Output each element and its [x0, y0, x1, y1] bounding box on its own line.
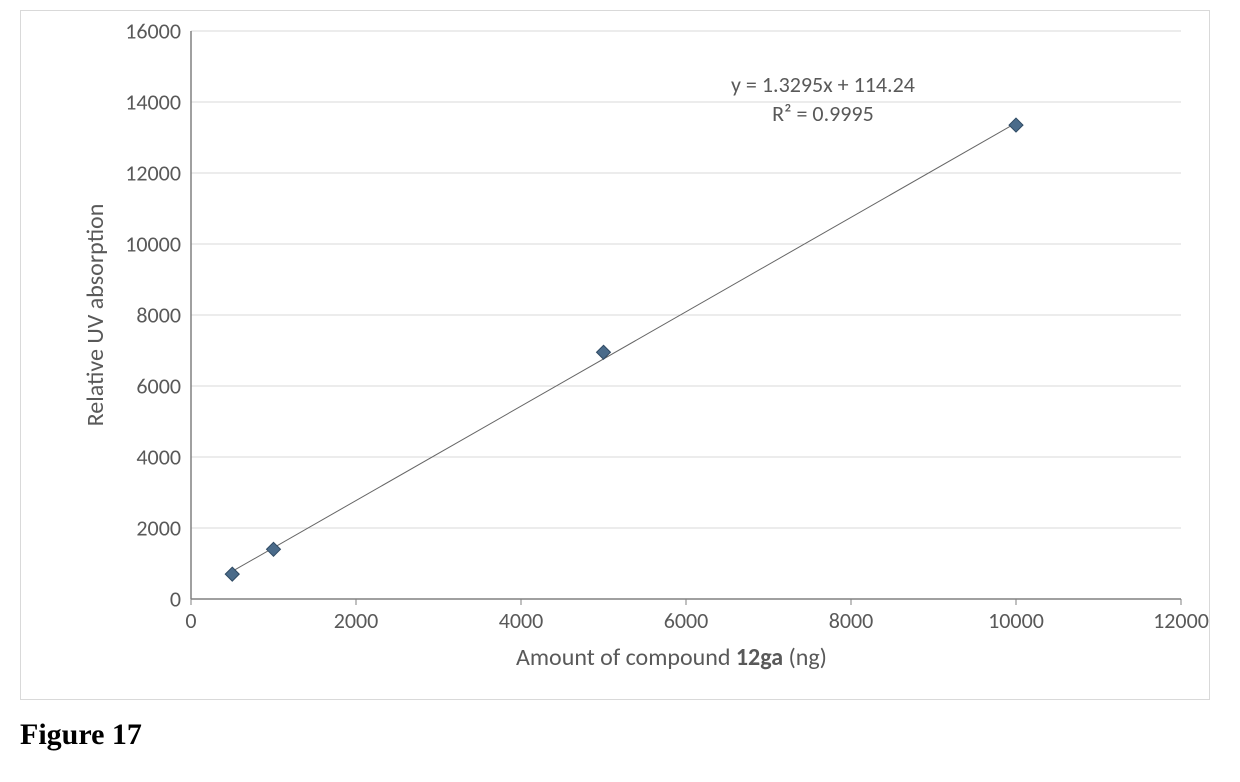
y-tick-label: 16000: [125, 18, 191, 45]
x-axis-title-bold: 12ga: [736, 643, 783, 672]
y-tick-label: 4000: [136, 444, 191, 471]
y-tick-label: 10000: [125, 231, 191, 258]
x-tick-label: 4000: [499, 599, 544, 634]
trendline-equation: y = 1.3295x + 114.24 R² = 0.9995: [731, 71, 915, 128]
y-tick-label: 6000: [136, 373, 191, 400]
x-tick-label: 12000: [1153, 599, 1209, 634]
x-axis-title: Amount of compound 12ga (ng): [516, 643, 827, 672]
x-tick-label: 6000: [664, 599, 709, 634]
y-tick-label: 12000: [125, 160, 191, 187]
x-tick-label: 2000: [334, 599, 379, 634]
equation-line-2: R² = 0.9995: [731, 100, 915, 129]
y-tick-label: 14000: [125, 89, 191, 116]
x-tick-label: 8000: [829, 599, 874, 634]
y-tick-label: 2000: [136, 515, 191, 542]
x-axis-title-suffix: (ng): [783, 643, 827, 672]
plot-area: 0200040006000800010000120001400016000020…: [191, 31, 1181, 599]
data-point: [1009, 118, 1023, 132]
y-axis-title: Relative UV absorption: [81, 204, 110, 427]
x-axis-title-prefix: Amount of compound: [516, 643, 736, 672]
x-tick-label: 0: [185, 599, 196, 634]
equation-line-1: y = 1.3295x + 114.24: [731, 71, 915, 100]
chart-frame: 0200040006000800010000120001400016000020…: [20, 10, 1210, 700]
data-point: [225, 567, 239, 581]
x-tick-label: 10000: [988, 599, 1044, 634]
data-point: [597, 345, 611, 359]
figure-caption: Figure 17: [20, 718, 142, 752]
plot-svg: [191, 31, 1181, 599]
y-tick-label: 8000: [136, 302, 191, 329]
